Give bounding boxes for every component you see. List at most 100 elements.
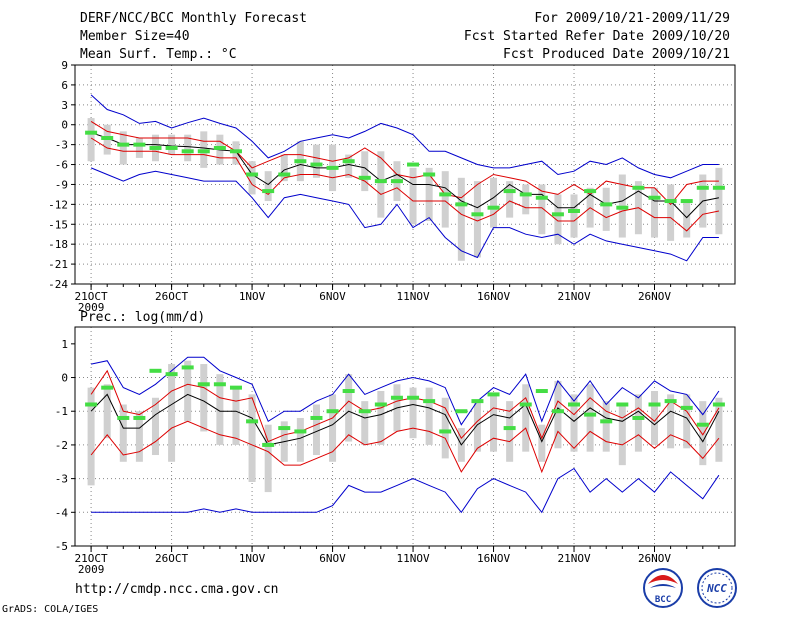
observed-mark <box>648 402 661 407</box>
y-tick-label: -1 <box>55 405 68 418</box>
series-lower-envelope <box>91 467 720 514</box>
x-tick-label: 6NOV <box>319 552 346 565</box>
observed-mark <box>181 149 194 154</box>
observed-mark <box>374 402 387 407</box>
range-bar <box>280 154 288 182</box>
range-bar <box>554 380 562 449</box>
range-bar <box>522 184 530 215</box>
series-lower-spread <box>90 420 720 474</box>
x-year-label: 2009 <box>78 563 105 576</box>
y-tick-label: -4 <box>55 506 69 519</box>
range-bar <box>425 167 433 221</box>
observed-mark <box>487 392 500 397</box>
range-bar <box>715 397 723 462</box>
y-tick-label: 1 <box>61 338 68 351</box>
range-bar <box>651 391 659 445</box>
figure-title: DERF/NCC/BCC Monthly Forecast <box>80 11 307 26</box>
range-bar <box>618 404 626 466</box>
range-bar <box>103 384 111 439</box>
observed-mark <box>712 185 725 190</box>
temperature-chart: 9 6 3 0 -3 -6 -9 -12 -15 -18 -21 -24 21OCT 26OCT 1NOV 6… <box>48 59 736 314</box>
range-bar <box>168 134 176 155</box>
observed-mark <box>165 145 178 150</box>
range-bar <box>409 387 417 439</box>
range-bar <box>554 194 562 245</box>
range-bar <box>441 397 449 459</box>
x-tick-label: 1NOV <box>239 290 266 303</box>
x-tick-label: 26OCT <box>155 290 188 303</box>
x-tick-label: 11NOV <box>396 552 429 565</box>
observed-mark <box>632 185 645 190</box>
observed-mark <box>712 402 725 407</box>
ncc-logo: NCC <box>697 568 737 608</box>
x-year-label: 2009 <box>78 301 105 314</box>
observed-mark <box>535 195 548 200</box>
observed-mark <box>696 185 709 190</box>
range-bar <box>264 424 272 493</box>
observed-mark <box>439 192 452 197</box>
y-tick-label: 9 <box>61 59 68 72</box>
observed-mark <box>551 409 564 414</box>
range-bar <box>377 151 385 218</box>
observed-mark <box>262 442 275 447</box>
range-bar <box>538 184 546 235</box>
observed-mark <box>664 199 677 204</box>
range-bar <box>683 394 691 449</box>
y-tick-label: -3 <box>55 139 68 152</box>
observed-mark <box>262 189 275 194</box>
range-bar <box>200 364 208 432</box>
range-bar <box>586 384 594 452</box>
series-upper-envelope <box>90 356 720 426</box>
range-bar <box>248 161 256 195</box>
x-tick-label: 16NOV <box>477 290 510 303</box>
observed-mark <box>551 212 564 217</box>
range-bar <box>312 144 320 178</box>
range-bar <box>602 401 610 452</box>
observed-mark <box>439 429 452 434</box>
y-tick-label: 6 <box>61 79 68 92</box>
member-size-label: Member Size=40 <box>80 29 190 44</box>
observed-mark <box>358 409 371 414</box>
y-tick-label: -3 <box>55 473 68 486</box>
range-bar <box>135 411 143 462</box>
y-tick-label: -2 <box>55 439 68 452</box>
y-tick-label: 0 <box>61 372 68 385</box>
range-bar <box>441 171 449 228</box>
source-url: http://cmdp.ncc.cma.gov.cn <box>75 582 279 597</box>
x-tick-label: 21OCT <box>75 290 108 303</box>
range-bar <box>345 154 353 178</box>
range-bar <box>264 171 272 202</box>
observed-mark <box>326 165 339 170</box>
y-tick-label: -15 <box>48 218 68 231</box>
observed-mark <box>664 399 677 404</box>
observed-mark <box>616 205 629 210</box>
ncc-logo-text: NCC <box>706 582 727 595</box>
observed-mark <box>117 142 130 147</box>
observed-mark <box>310 162 323 167</box>
x-tick-label: 26NOV <box>638 552 671 565</box>
observed-mark <box>423 399 436 404</box>
observed-mark <box>519 192 532 197</box>
range-bar <box>425 387 433 445</box>
bcc-logo: BCC <box>643 568 683 608</box>
range-bar <box>602 187 610 231</box>
observed-mark <box>213 382 226 387</box>
x-tick-label: 21NOV <box>557 290 590 303</box>
observed-mark <box>181 365 194 370</box>
range-bar <box>667 394 675 449</box>
observed-mark <box>117 415 130 420</box>
x-tick-label: 21NOV <box>557 552 590 565</box>
range-bar <box>715 167 723 235</box>
range-bar <box>667 184 675 241</box>
y-tick-label: -9 <box>55 178 68 191</box>
observed-mark <box>680 405 693 410</box>
observed-mark <box>197 149 210 154</box>
range-bar <box>473 401 481 452</box>
observed-mark <box>246 172 259 177</box>
range-bar <box>361 401 369 445</box>
y-tick-label: 3 <box>61 99 68 112</box>
forecast-period-label: For 2009/10/21-2009/11/29 <box>534 11 730 26</box>
observed-mark <box>101 385 114 390</box>
observed-mark <box>696 422 709 427</box>
x-tick-label: 26NOV <box>638 290 671 303</box>
